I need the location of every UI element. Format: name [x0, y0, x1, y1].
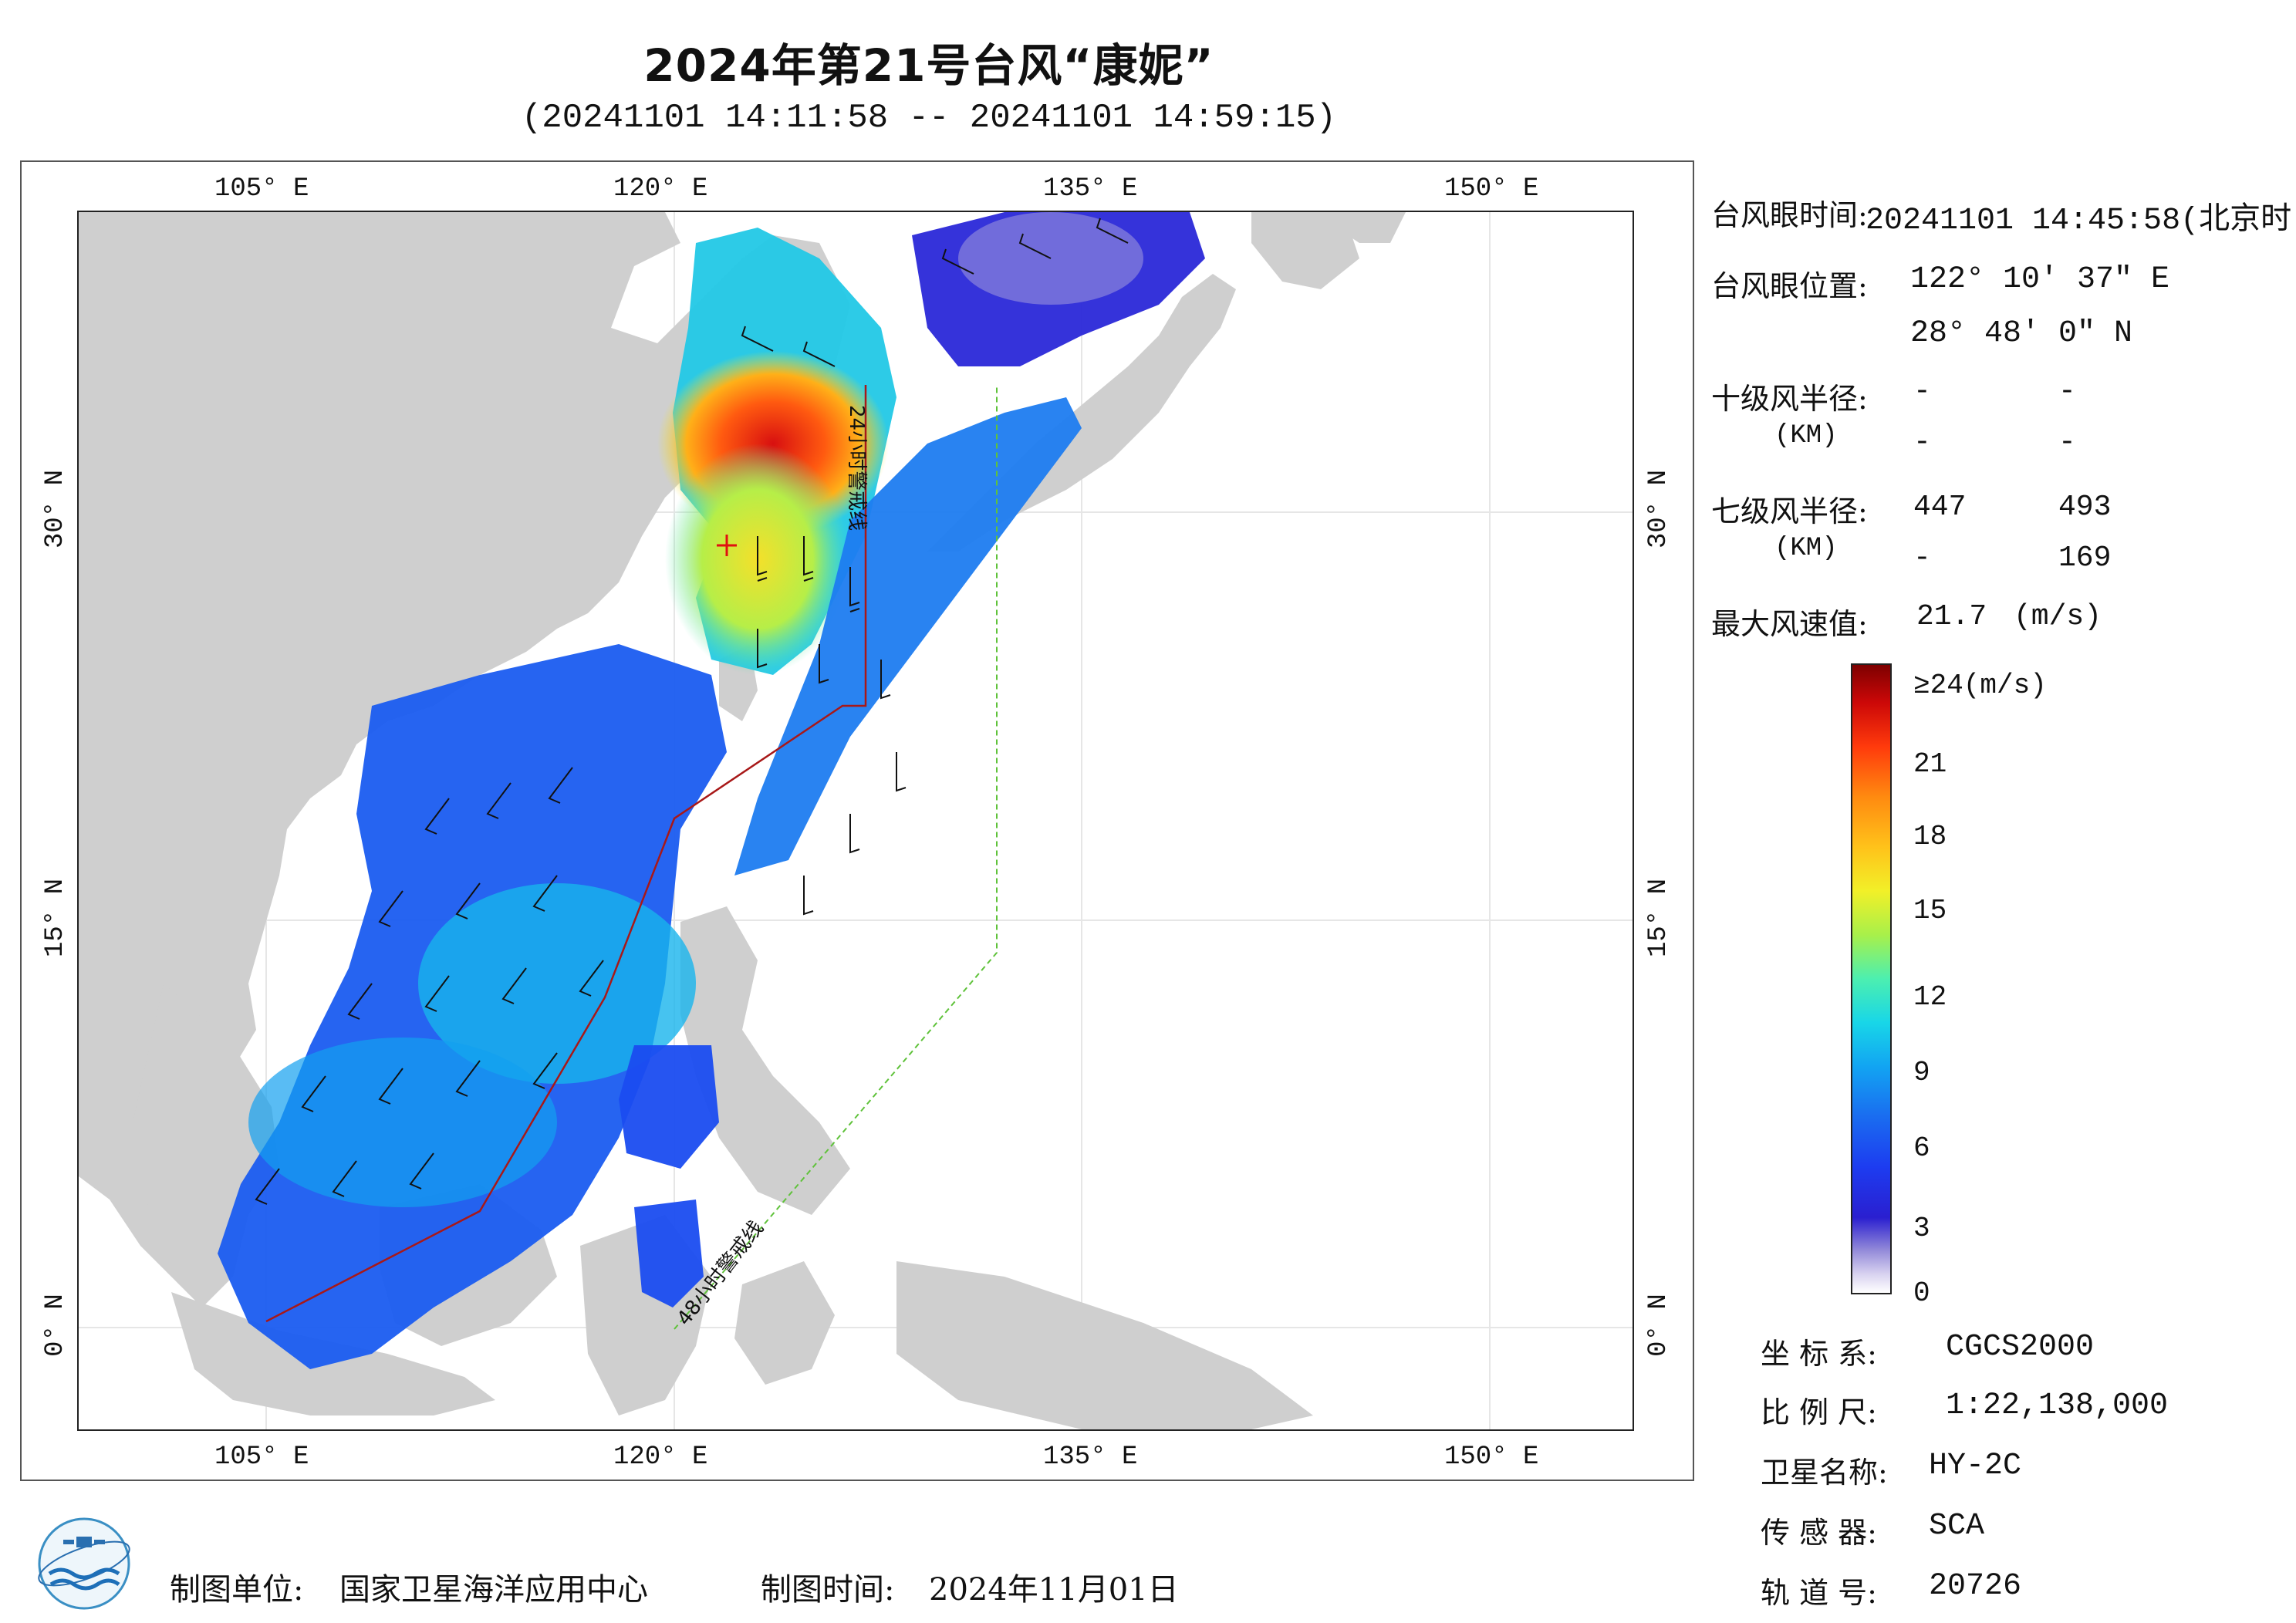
colorbar-label-3: 3 — [1913, 1213, 1930, 1244]
sensor-value: SCA — [1929, 1509, 1985, 1544]
producer-label: 制图单位: — [170, 1572, 304, 1608]
wind-speed-colorbar — [1851, 663, 1892, 1294]
lon-tick-bottom-3: 135° E — [1043, 1442, 1138, 1472]
wind-field-map[interactable]: 24小时警戒线 48小时警戒线 — [77, 211, 1634, 1431]
r7-value-sw: 169 — [2058, 542, 2112, 575]
colorbar-label-12: 12 — [1913, 981, 1947, 1013]
lon-tick-bottom-4: 150° E — [1444, 1442, 1539, 1472]
warning-lines — [265, 385, 998, 1330]
scale-value: 1:22,138,000 — [1946, 1388, 2169, 1423]
lon-tick-top-1: 105° E — [214, 174, 309, 204]
wind-speed-swaths — [218, 212, 1205, 1369]
crs-label: 坐 标 系: — [1761, 1337, 1877, 1371]
lon-tick-top-4: 150° E — [1444, 174, 1539, 204]
lon-tick-bottom-2: 120° E — [613, 1442, 708, 1472]
colorbar-label-18: 18 — [1913, 821, 1947, 852]
crs-value: CGCS2000 — [1946, 1330, 2095, 1365]
date-value: 2024年11月01日 — [929, 1572, 1179, 1608]
lon-tick-top-3: 135° E — [1043, 174, 1138, 204]
eye-pos-label: 台风眼位置: — [1711, 269, 1868, 303]
r10-value-sw: - — [2058, 426, 2076, 459]
swath-celebes — [634, 1200, 704, 1308]
lat-tick-right-3: 0° N — [1644, 1294, 1673, 1357]
colorbar-label-6: 6 — [1913, 1132, 1930, 1164]
eye-time-label: 台风眼时间: — [1711, 198, 1868, 232]
lon-tick-top-2: 120° E — [613, 174, 708, 204]
map-frame — [20, 160, 1694, 1481]
colorbar-label-9: 9 — [1913, 1057, 1930, 1088]
lat-tick-right-2: 15° N — [1644, 878, 1673, 958]
r7-value-ne: 447 — [1913, 491, 1967, 524]
satellite-value: HY-2C — [1929, 1449, 2022, 1483]
lon-tick-bottom-1: 105° E — [214, 1442, 309, 1472]
map-canvas: 24小时警戒线 48小时警戒线 — [79, 212, 1633, 1429]
orbit-label: 轨 道 号: — [1761, 1576, 1877, 1610]
date-label: 制图时间: — [761, 1572, 895, 1608]
satellite-label: 卫星名称: — [1761, 1456, 1888, 1490]
r7-unit: (KM) — [1774, 534, 1838, 563]
r7-value-nw: - — [1913, 542, 1931, 575]
swath-pacific — [734, 397, 1082, 876]
r10-label: 十级风半径: — [1711, 382, 1868, 416]
r10-value-se: - — [2058, 375, 2076, 408]
max-wind-unit: (m/s) — [2014, 600, 2102, 633]
eye-pos-lat: 28° 48′ 0″ N — [1910, 316, 2133, 351]
wind-barbs — [255, 218, 1129, 1205]
max-wind-label: 最大风速值: — [1711, 607, 1868, 641]
nsoas-logo-icon — [38, 1517, 130, 1610]
r7-label: 七级风半径: — [1711, 494, 1868, 528]
lat-tick-left-3: 0° N — [41, 1294, 70, 1357]
swath-sulu — [619, 1045, 719, 1169]
orbit-value: 20726 — [1929, 1569, 2022, 1604]
typhoon-eye-marker — [717, 535, 737, 556]
label-24h-line: 24小时警戒线 — [845, 405, 868, 531]
lat-tick-left-2: 15° N — [41, 878, 70, 958]
max-wind-value: 21.7 — [1916, 600, 1987, 633]
r7-value-se: 493 — [2058, 491, 2112, 524]
line-48h — [674, 385, 998, 1330]
sensor-label: 传 感 器: — [1761, 1516, 1877, 1550]
scale-label: 比 例 尺: — [1761, 1395, 1877, 1429]
lat-tick-right-1: 30° N — [1644, 469, 1673, 549]
colorbar-label-21: 21 — [1913, 748, 1947, 780]
r10-value-nw: - — [1913, 426, 1931, 459]
line-24h — [265, 385, 867, 1323]
lat-tick-left-1: 30° N — [41, 469, 70, 549]
map-title: 2024年第21号台风“康妮” — [643, 39, 1214, 92]
r10-unit: (KM) — [1774, 421, 1838, 450]
eye-pos-lon: 122° 10′ 37″ E — [1910, 262, 2170, 297]
colorbar-label-15: 15 — [1913, 895, 1947, 926]
r10-value-ne: - — [1913, 375, 1931, 408]
producer-value: 国家卫星海洋应用中心 — [339, 1572, 648, 1608]
colorbar-label-24: ≥24(m/s) — [1913, 670, 2047, 701]
colorbar-label-0: 0 — [1913, 1277, 1930, 1309]
eye-time-value: 20241101 14:45:58(北京时) — [1866, 204, 2296, 238]
map-subtitle: (20241101 14:11:58 -- 20241101 14:59:15) — [521, 99, 1337, 137]
